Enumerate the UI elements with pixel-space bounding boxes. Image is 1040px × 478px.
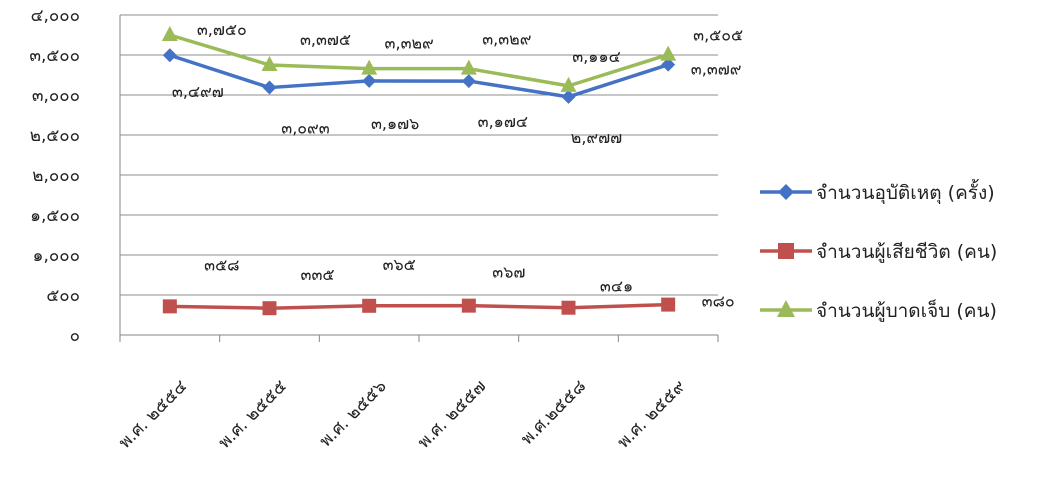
data-point — [262, 80, 277, 95]
data-point — [460, 59, 477, 75]
gridlines — [120, 14, 718, 336]
y-tick-label: ๑,๐๐๐ — [33, 246, 80, 266]
series-line — [169, 302, 669, 310]
data-label: ๓,๑๗๔ — [478, 112, 528, 131]
data-point — [560, 76, 577, 92]
data-point — [162, 48, 177, 63]
x-tick-label: พ.ศ. ๒๕๕๖ — [316, 376, 391, 451]
data-label: ๓,๓๗๕ — [300, 30, 351, 49]
x-axis: พ.ศ. ๒๕๕๔ พ.ศ. ๒๕๕๕ พ.ศ. ๒๕๕๖ พ.ศ. ๒๕๕๗ พ.ศ.… — [115, 335, 719, 453]
data-label: ๓,๔๙๗ — [172, 82, 224, 101]
y-tick-label: ๒,๕๐๐ — [30, 126, 80, 146]
data-point — [561, 89, 576, 104]
data-point — [461, 298, 476, 313]
y-tick-label: ๐ — [70, 326, 80, 346]
data-point — [661, 57, 676, 72]
legend-item: จำนวนผู้บาดเจ็บ (คน) — [760, 298, 997, 322]
y-tick-label: ๑,๕๐๐ — [30, 206, 80, 226]
data-point — [362, 298, 377, 313]
y-tick-label: ๓,๐๐๐ — [32, 86, 80, 106]
legend-item: จำนวนผู้เสียชีวิต (คน) — [760, 241, 997, 263]
data-label: ๒,๙๗๗ — [571, 128, 622, 147]
series-line — [169, 33, 669, 88]
x-tick-label: พ.ศ. ๒๕๕๔ — [115, 376, 191, 452]
data-point — [660, 45, 677, 61]
legend: จำนวนอุบัติเหตุ (ครั้ง) จำนวนผู้เสียชีวิต… — [760, 179, 997, 322]
data-point — [661, 297, 676, 312]
data-label: ๓,๑๗๖ — [371, 114, 419, 133]
legend-label: จำนวนอุบัติเหตุ (ครั้ง) — [816, 179, 995, 205]
data-point — [461, 74, 476, 89]
y-tick-label: ๒,๐๐๐ — [32, 166, 80, 186]
data-point — [161, 26, 178, 41]
y-tick-label: ๕๐๐ — [46, 286, 80, 306]
data-label: ๓๖๕ — [383, 255, 416, 274]
data-label: ๓๕๘ — [204, 255, 239, 274]
data-point — [362, 73, 377, 88]
data-label: ๓,๓๒๙ — [482, 30, 531, 49]
x-tick-label: พ.ศ. ๒๕๕๗ — [414, 376, 490, 452]
y-tick-label: ๔,๐๐๐ — [31, 6, 80, 26]
legend-marker — [778, 184, 794, 200]
data-labels: ๓,๔๙๗๓,๐๙๓ ๓,๑๗๖ ๓,๑๗๔๒,๙๗๗๓,๓๗๙๓๕๘๓๓๕๓๖๕๓… — [172, 20, 743, 311]
x-tick-label: พ.ศ. ๒๕๕๕ — [215, 376, 291, 452]
data-point — [262, 301, 277, 316]
series-group — [161, 26, 677, 316]
legend-label: จำนวนผู้บาดเจ็บ (คน) — [816, 298, 997, 322]
y-tick-label: ๓,๕๐๐ — [29, 46, 80, 66]
legend-label: จำนวนผู้เสียชีวิต (คน) — [816, 241, 997, 263]
data-point — [162, 299, 177, 314]
legend-item: จำนวนอุบัติเหตุ (ครั้ง) — [760, 179, 995, 205]
data-point — [361, 59, 378, 75]
series-line — [169, 53, 669, 99]
data-label: ๓,๕๐๕ — [693, 26, 743, 45]
data-label: ๓๓๕ — [301, 265, 335, 284]
data-point — [561, 300, 576, 315]
data-label: ๓,๑๑๔ — [572, 47, 620, 66]
data-label: ๓,๐๙๓ — [281, 119, 330, 138]
data-label: ๓๔๑ — [600, 277, 633, 296]
data-label: ๓,๓๗๙ — [691, 60, 742, 79]
x-tick-label: พ.ศ. ๒๕๕๙ — [614, 376, 690, 452]
data-label: ๓๖๗ — [492, 263, 525, 282]
data-label: ๓,๗๕๐ — [197, 20, 247, 39]
data-label: ๓๘๐ — [702, 292, 735, 311]
x-tick-label: พ.ศ.๒๕๕๘ — [517, 376, 590, 449]
y-axis: ๐ ๕๐๐ ๑,๐๐๐ ๑,๕๐๐ ๒,๐๐๐ ๒,๕๐๐ ๓,๐๐๐ ๓,๕๐๐ ๔,๐๐๐ — [29, 6, 121, 346]
legend-marker — [777, 300, 795, 317]
data-label: ๓,๓๒๙ — [385, 34, 434, 53]
legend-marker — [778, 243, 794, 259]
data-point — [261, 56, 278, 71]
